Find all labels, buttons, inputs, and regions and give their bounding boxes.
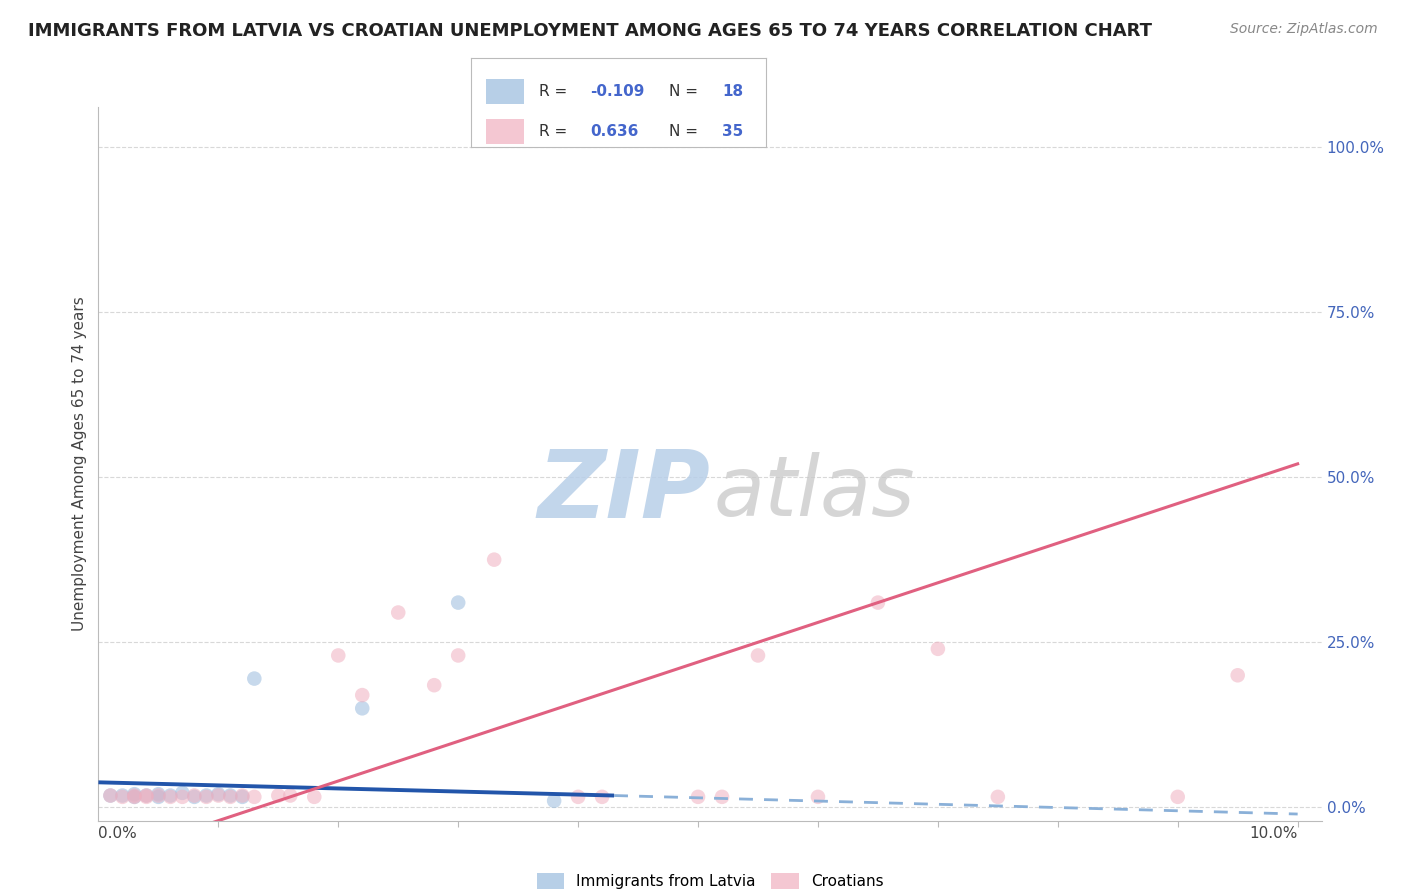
Text: atlas: atlas [714,452,915,533]
Point [135,789,157,803]
Point [567,789,589,804]
Point [135,789,157,803]
Point [747,648,769,663]
Point [1226,668,1249,682]
Legend: Immigrants from Latvia, Croatians: Immigrants from Latvia, Croatians [530,867,890,892]
Text: R =: R = [538,124,572,138]
Text: 18: 18 [723,85,744,99]
Point [111,789,134,804]
Text: 35: 35 [723,124,744,138]
Point [543,794,565,808]
Text: IMMIGRANTS FROM LATVIA VS CROATIAN UNEMPLOYMENT AMONG AGES 65 TO 74 YEARS CORREL: IMMIGRANTS FROM LATVIA VS CROATIAN UNEMP… [28,22,1152,40]
Point [352,688,374,702]
Point [124,789,146,804]
Point [352,701,374,715]
Point [267,789,290,803]
Point [243,672,266,686]
Point [866,596,889,610]
Point [807,789,830,804]
Point [711,789,734,804]
Bar [486,79,524,104]
Point [195,789,218,804]
Point [686,789,709,804]
Text: N =: N = [669,124,703,138]
Text: 0.0%: 0.0% [98,826,138,841]
Point [172,786,194,800]
Text: 10.0%: 10.0% [1250,826,1298,841]
Point [148,789,170,803]
Point [135,789,157,804]
Point [447,596,470,610]
Point [124,787,146,801]
Point [987,789,1010,804]
Point [148,787,170,801]
Point [278,789,301,803]
Text: Source: ZipAtlas.com: Source: ZipAtlas.com [1230,22,1378,37]
Point [195,789,218,803]
Bar [486,119,524,144]
Point [1167,789,1189,804]
Point [111,789,134,803]
Point [100,789,122,803]
Point [207,789,229,803]
Point [387,606,409,620]
Point [231,789,253,803]
Y-axis label: Unemployment Among Ages 65 to 74 years: Unemployment Among Ages 65 to 74 years [72,296,87,632]
Point [172,789,194,804]
Point [231,789,253,804]
Point [100,789,122,803]
Point [927,641,949,656]
Text: -0.109: -0.109 [591,85,645,99]
Point [183,789,205,804]
Point [591,789,613,804]
Point [183,789,205,803]
Point [159,789,181,804]
Point [124,789,146,803]
Text: R =: R = [538,85,572,99]
Point [219,789,242,804]
Point [124,789,146,804]
Point [243,789,266,804]
Point [207,787,229,801]
Text: 0.636: 0.636 [591,124,638,138]
Point [482,552,505,566]
Point [447,648,470,663]
Point [304,789,326,804]
Point [159,789,181,803]
Point [219,789,242,803]
Text: N =: N = [669,85,703,99]
Point [423,678,446,692]
Point [328,648,350,663]
Point [148,789,170,804]
Text: ZIP: ZIP [537,446,710,539]
